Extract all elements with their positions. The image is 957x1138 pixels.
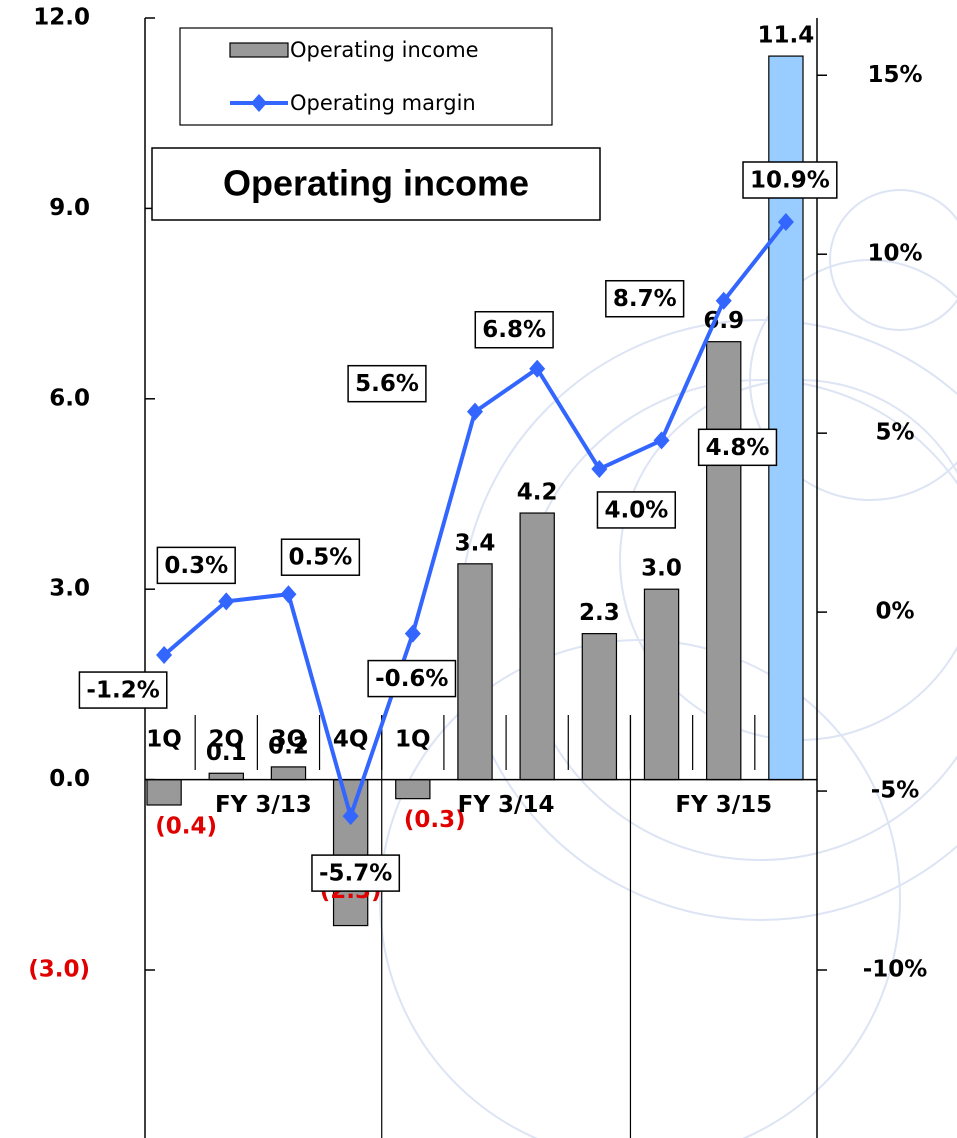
margin-value-label: 4.0% (604, 497, 668, 523)
bar (208, 772, 244, 781)
margin-label-box (156, 546, 236, 585)
margin-marker (529, 359, 546, 378)
x-tick-label: 4Q (333, 727, 369, 753)
margin-marker (777, 213, 794, 231)
margin-value-label: 4.8% (706, 435, 770, 461)
y2-tick-label: -5% (871, 778, 920, 804)
margin-label: 8.7% (605, 279, 685, 318)
margin-value-label: 5.6% (355, 371, 419, 397)
y-tick-label: 9.0 (49, 195, 90, 221)
margin-marker (715, 291, 732, 310)
margin-label: 0.5% (280, 538, 361, 576)
margin-label: 4.8% (697, 428, 778, 467)
margin-marker (404, 624, 421, 643)
margin-label-box (697, 428, 778, 467)
bar-value-label: 11.4 (758, 23, 815, 49)
bar-value-label: 0.1 (206, 740, 247, 766)
x-tick-label: 2Q (208, 727, 244, 753)
group-label: FY 3/15 (675, 792, 773, 818)
margin-label: -1.2% (78, 671, 168, 709)
margin-label: 5.6% (347, 364, 427, 403)
margin-label-box (280, 538, 361, 576)
margin-label: 6.8% (474, 310, 554, 349)
margin-marker (467, 402, 483, 421)
bar (270, 766, 307, 781)
y2-tick-label: 0% (875, 599, 914, 625)
margin-label-box (367, 659, 457, 698)
y-tick-label: 0.0 (49, 766, 90, 792)
y2-tick-label: 5% (875, 420, 914, 446)
bar-value-label: 0.2 (268, 733, 309, 759)
margin-label-box (605, 279, 685, 318)
margin-label: -5.7% (311, 854, 401, 892)
x-tick-label: 1Q (395, 727, 431, 753)
margin-label-box (474, 310, 554, 349)
margin-value-label: -0.6% (375, 666, 448, 692)
margin-marker (218, 592, 235, 611)
y-tick-label: 3.0 (49, 576, 90, 602)
title-box (151, 147, 601, 221)
bar-value-label: 3.0 (641, 556, 682, 582)
y-tick-label: (3.0) (28, 957, 90, 983)
margin-value-label: 8.7% (613, 286, 677, 312)
margin-label-box (596, 491, 677, 529)
bar (706, 341, 742, 781)
margin-label: -0.6% (367, 659, 457, 698)
margin-label-box (742, 161, 838, 199)
margin-marker (653, 431, 670, 450)
bar (457, 563, 493, 781)
bar-value-label: 4.2 (517, 480, 558, 506)
margin-label: 0.3% (156, 546, 236, 585)
legend-label: Operating income (290, 38, 479, 62)
legend-label: Operating margin (290, 91, 476, 115)
margin-label-box (78, 671, 168, 709)
margin-label: 4.0% (596, 491, 677, 529)
margin-value-label: 6.8% (482, 317, 546, 343)
y2-tick-label: 10% (867, 241, 922, 267)
bar (519, 512, 555, 781)
margin-value-label: -1.2% (86, 678, 159, 704)
bar-value-label: (0.3) (404, 807, 466, 833)
margin-marker (591, 459, 608, 478)
group-label: FY 3/13 (214, 792, 312, 818)
y-tick-label: 12.0 (33, 5, 90, 31)
legend-marker (251, 94, 267, 112)
x-tick-label: 3Q (271, 727, 307, 753)
y-tick-label: 6.0 (49, 385, 90, 411)
bar-value-label: 2.3 (579, 600, 620, 626)
legend-swatch (229, 42, 289, 58)
chart-title: Operating income (223, 163, 529, 204)
legend: Operating income Operating margin (179, 27, 553, 126)
margin-value-label: -5.7% (319, 861, 392, 887)
margin-value-label: 10.9% (750, 168, 830, 194)
margin-marker (342, 807, 359, 826)
margin-label-box (347, 364, 427, 403)
y2-tick-label: 15% (867, 62, 922, 88)
y2-tick-label: -10% (863, 957, 928, 983)
margin-label: 10.9% (742, 161, 838, 199)
margin-marker (156, 646, 173, 665)
group-label: FY 3/14 (457, 792, 555, 818)
bar-value-label: 3.4 (455, 530, 496, 556)
bar (146, 778, 182, 806)
x-tick-label: 1Q (146, 727, 182, 753)
margin-label-box (311, 854, 401, 892)
bar (581, 633, 618, 781)
bar-value-label: (0.4) (155, 813, 217, 839)
bar (643, 588, 680, 781)
margin-value-label: 0.5% (289, 545, 353, 571)
margin-marker (280, 585, 297, 604)
margin-value-label: 0.3% (164, 553, 228, 579)
